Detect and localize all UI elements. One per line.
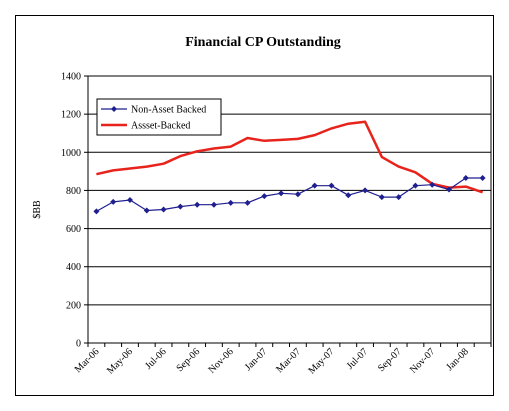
data-point bbox=[362, 187, 369, 194]
y-tick-label: 600 bbox=[66, 224, 81, 235]
y-tick-label: 1000 bbox=[61, 148, 81, 159]
data-point bbox=[345, 192, 352, 199]
x-tick-label: Mar-06 bbox=[73, 346, 102, 375]
data-point bbox=[110, 198, 117, 205]
legend-label: Non-Asset Backed bbox=[131, 105, 206, 116]
data-point bbox=[126, 196, 133, 203]
y-axis-ticks: 0 200 400 600 800 1000 1200 1400 bbox=[61, 72, 88, 350]
x-tick-label: May-06 bbox=[105, 346, 135, 376]
data-point bbox=[93, 208, 100, 215]
data-point bbox=[210, 201, 217, 208]
series-line-asset-backed bbox=[96, 120, 484, 194]
data-point bbox=[479, 175, 486, 182]
y-tick-label: 1400 bbox=[61, 72, 81, 83]
data-point bbox=[278, 190, 285, 197]
x-tick-label: Nov-06 bbox=[206, 346, 235, 375]
data-point bbox=[462, 175, 469, 182]
legend-label: Assset-Backed bbox=[131, 121, 190, 132]
legend: Non-Asset Backed Assset-Backed bbox=[96, 98, 222, 136]
x-tick-label: Sep-06 bbox=[174, 346, 202, 374]
y-tick-label: 0 bbox=[76, 339, 81, 350]
x-tick-label: May-07 bbox=[306, 346, 336, 376]
data-point bbox=[160, 206, 167, 213]
data-point bbox=[194, 201, 201, 208]
x-tick-label: Jul-06 bbox=[143, 346, 168, 371]
legend-box bbox=[96, 98, 222, 136]
data-point bbox=[328, 182, 335, 189]
data-point bbox=[261, 193, 268, 200]
x-tick-label: Sep-07 bbox=[376, 346, 404, 374]
chart-frame: Financial CP Outstanding 0 200 400 600 800 10… bbox=[15, 15, 494, 396]
x-tick-label: Jan-08 bbox=[444, 346, 471, 373]
data-point bbox=[227, 199, 234, 206]
data-point bbox=[446, 186, 453, 193]
x-tick-label: Jul-07 bbox=[345, 346, 370, 371]
y-tick-label: 400 bbox=[66, 262, 81, 273]
x-axis-ticks: Mar-06 May-06 Jul-06 Sep-06 Nov-06 Jan-07 Mar-… bbox=[73, 343, 492, 377]
series-line-non-asset-backed bbox=[96, 177, 483, 212]
data-point bbox=[378, 194, 385, 201]
chart-title: Financial CP Outstanding bbox=[185, 35, 341, 50]
x-tick-label: Jan-07 bbox=[243, 346, 270, 373]
line-chart: Financial CP Outstanding 0 200 400 600 800 10… bbox=[32, 35, 492, 377]
x-tick-label: Nov-07 bbox=[408, 346, 437, 375]
data-point bbox=[395, 194, 402, 201]
legend-marker bbox=[111, 106, 117, 112]
x-tick-label: Mar-07 bbox=[274, 346, 303, 375]
data-point bbox=[294, 191, 301, 198]
data-point bbox=[177, 203, 184, 210]
data-point bbox=[412, 182, 419, 189]
series-layer bbox=[93, 120, 486, 215]
data-point bbox=[311, 182, 318, 189]
y-tick-label: 1200 bbox=[61, 110, 81, 121]
data-point bbox=[244, 199, 251, 206]
data-point bbox=[143, 207, 150, 214]
y-tick-label: 200 bbox=[66, 300, 81, 311]
data-point bbox=[429, 181, 436, 188]
y-tick-label: 800 bbox=[66, 186, 81, 197]
y-axis-label: $BB bbox=[32, 200, 43, 219]
